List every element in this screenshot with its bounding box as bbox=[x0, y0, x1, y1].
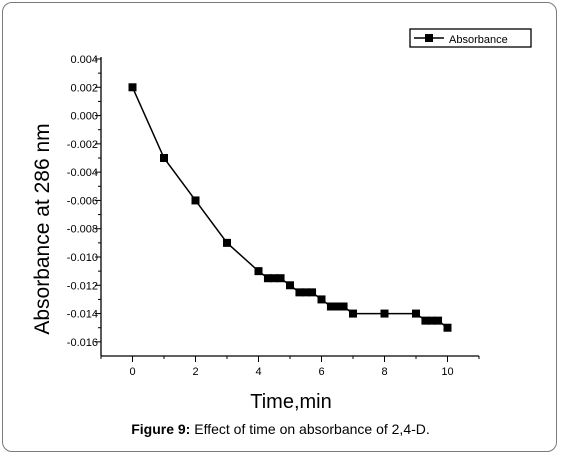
data-point bbox=[276, 274, 285, 283]
y-axis-title: Absorbance at 286 nm bbox=[31, 123, 54, 334]
x-tick-label: 2 bbox=[192, 366, 198, 378]
caption-label: Figure 9: bbox=[131, 421, 191, 437]
x-axis-title: Time,min bbox=[250, 391, 331, 413]
y-tick-label: -0.002 bbox=[67, 139, 98, 151]
chart-legend: Absorbance bbox=[409, 28, 532, 48]
data-point bbox=[270, 274, 279, 283]
x-tick-label: 8 bbox=[381, 366, 387, 378]
data-point bbox=[427, 316, 436, 325]
data-point bbox=[412, 309, 420, 318]
data-point bbox=[128, 83, 137, 92]
legend-marker bbox=[425, 34, 433, 42]
y-tick-label: -0.008 bbox=[67, 224, 98, 236]
chart-ticks: 0 2 4 6 8 10 0.004 0.002 0.000 -0.002 -0.004 -0.006… bbox=[67, 54, 480, 378]
data-point bbox=[421, 316, 430, 325]
data-point bbox=[326, 302, 335, 311]
x-tick-label: 4 bbox=[255, 366, 261, 378]
data-point bbox=[308, 288, 317, 297]
y-tick-label: -0.016 bbox=[67, 337, 98, 349]
x-tick-label: 6 bbox=[318, 366, 324, 378]
data-point bbox=[443, 323, 452, 332]
data-point bbox=[254, 267, 263, 276]
y-tick-label: -0.004 bbox=[67, 167, 98, 179]
data-point bbox=[160, 154, 168, 162]
data-point bbox=[339, 302, 348, 311]
data-point bbox=[286, 281, 294, 290]
data-point bbox=[295, 288, 304, 297]
data-point bbox=[380, 309, 389, 318]
figure-caption: Figure 9: Effect of time on absorbance o… bbox=[0, 421, 561, 437]
y-tick-label: -0.012 bbox=[67, 280, 98, 292]
series-line bbox=[131, 86, 448, 329]
caption-text: Effect of time on absorbance of 2,4-D. bbox=[190, 421, 430, 437]
legend-label: Absorbance bbox=[449, 34, 508, 46]
y-tick-label: -0.006 bbox=[67, 195, 98, 207]
data-point bbox=[349, 309, 357, 318]
data-point bbox=[434, 316, 443, 325]
y-tick-label: 0.004 bbox=[70, 54, 98, 66]
chart-svg: 0 2 4 6 8 10 0.004 0.002 0.000 -0.002 -0.004 -0.006… bbox=[31, 28, 532, 413]
y-tick-label: -0.014 bbox=[67, 309, 98, 321]
data-point bbox=[301, 288, 310, 297]
x-tick-label: 10 bbox=[441, 366, 453, 378]
y-tick-label: 0.000 bbox=[70, 111, 98, 123]
figure-frame bbox=[2, 2, 557, 452]
data-point bbox=[223, 238, 231, 247]
data-point bbox=[333, 302, 342, 311]
chart-series bbox=[128, 83, 452, 332]
data-point bbox=[317, 295, 326, 304]
data-point bbox=[263, 274, 272, 283]
legend-box bbox=[409, 28, 532, 48]
chart-axes bbox=[100, 57, 479, 357]
data-point bbox=[191, 196, 200, 205]
y-tick-label: -0.010 bbox=[67, 252, 98, 264]
y-tick-label: 0.002 bbox=[70, 82, 98, 94]
x-tick-label: 0 bbox=[129, 366, 135, 378]
